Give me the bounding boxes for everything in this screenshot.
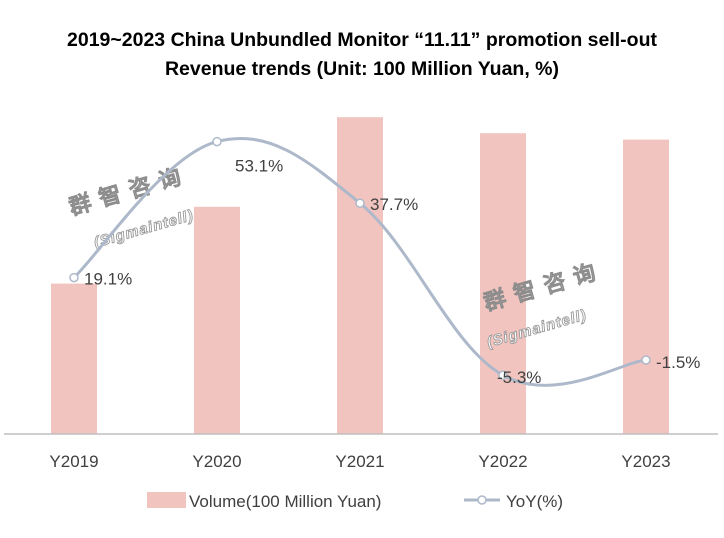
bar-y2022 <box>480 133 526 434</box>
yoy-marker-y2020 <box>212 136 222 147</box>
legend: Volume(100 Million Yuan) YoY(%) <box>147 492 563 511</box>
x-tick-label-y2023: Y2023 <box>621 452 670 471</box>
legend-bar-label: Volume(100 Million Yuan) <box>189 492 381 511</box>
yoy-marker-y2022 <box>498 370 508 380</box>
x-tick-label-y2020: Y2020 <box>192 452 241 471</box>
yoy-marker-y2023 <box>641 355 651 365</box>
legend-line-marker <box>477 495 487 505</box>
bar-y2021 <box>337 117 383 434</box>
chart-title-line-2: Revenue trends (Unit: 100 Million Yuan, … <box>164 58 560 80</box>
yoy-data-label-y2020: 53.1% <box>235 157 283 176</box>
chart-title-line-1: 2019~2023 China Unbundled Monitor “11.11… <box>67 29 657 51</box>
yoy-data-label-y2022: -5.3% <box>497 368 541 387</box>
watermark-1-english: (Sigmaintell) <box>92 207 196 252</box>
yoy-data-label-y2021: 37.7% <box>370 195 418 214</box>
yoy-marker-y2019 <box>69 272 79 283</box>
yoy-data-label-y2019: 19.1% <box>84 270 132 289</box>
bar-y2023 <box>623 139 669 434</box>
x-tick-label-y2019: Y2019 <box>49 452 98 471</box>
legend-line-label: YoY(%) <box>506 492 563 511</box>
yoy-marker-y2021 <box>355 198 365 208</box>
x-tick-label-y2021: Y2021 <box>335 452 384 471</box>
bar-y2020 <box>194 206 240 434</box>
chart-title: 2019~2023 China Unbundled Monitor “11.11… <box>0 26 724 84</box>
x-tick-label-y2022: Y2022 <box>478 452 527 471</box>
yoy-data-label-y2023: -1.5% <box>656 353 700 372</box>
bar-y2019 <box>51 283 97 434</box>
legend-bar-swatch <box>147 492 186 508</box>
